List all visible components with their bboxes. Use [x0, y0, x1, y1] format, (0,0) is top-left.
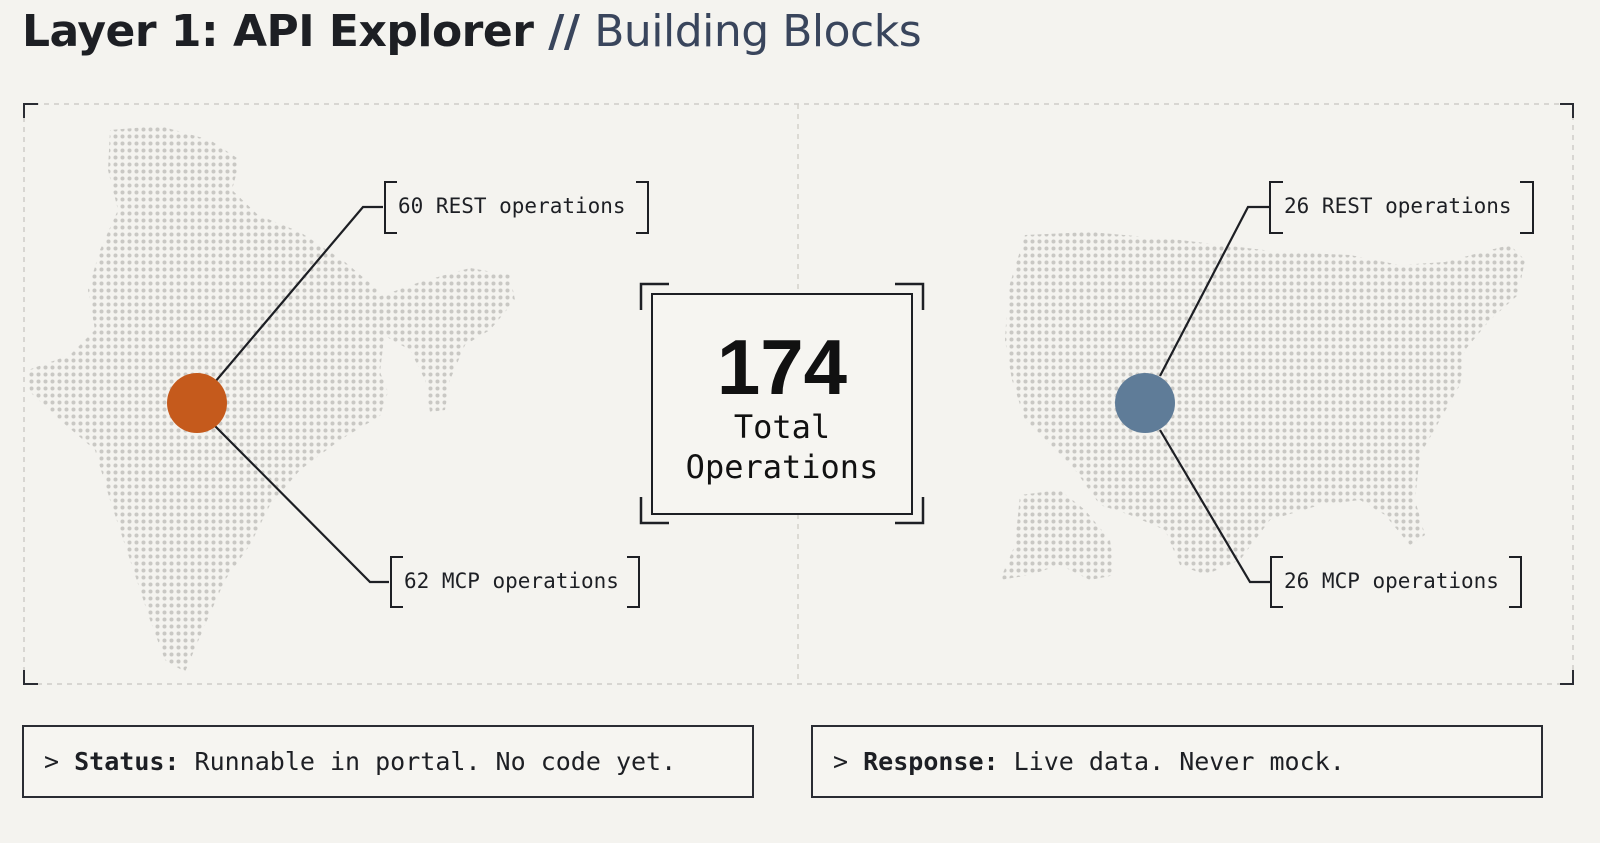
total-box-corners [639, 282, 925, 525]
total-operations-label-2: Operations [685, 448, 879, 486]
bracket-right-rest-close [1520, 181, 1534, 234]
title-main: Layer 1: API Explorer [22, 6, 534, 57]
bracket-right-rest-open [1269, 181, 1283, 234]
total-box [651, 293, 913, 515]
response-prompt: > [833, 747, 864, 776]
response-text: Live data. Never mock. [998, 747, 1345, 776]
bracket-left-rest-close [636, 181, 649, 234]
frame-corner-bl [23, 670, 38, 685]
india-node [167, 373, 227, 433]
label-right-mcp: 26 MCP operations [1284, 569, 1499, 593]
status-key: Status: [74, 747, 180, 776]
total-operations-label-1: Total [733, 408, 831, 446]
label-left-mcp: 62 MCP operations [404, 569, 619, 593]
status-box: > Status: Runnable in portal. No code ye… [22, 725, 754, 798]
usa-node [1115, 373, 1175, 433]
total-operations-value: 174 [716, 323, 848, 411]
bracket-left-mcp-open [390, 556, 403, 608]
label-right-rest: 26 REST operations [1284, 194, 1512, 218]
bracket-right-mcp-open [1270, 556, 1283, 608]
title-separator: // [548, 6, 580, 57]
right-connectors [1159, 205, 1270, 584]
response-key: Response: [863, 747, 999, 776]
page-title: Layer 1: API Explorer // Building Blocks [22, 6, 922, 57]
frame-corner-tl [23, 103, 38, 118]
frame-corner-br [1560, 670, 1574, 685]
bracket-left-mcp-close [627, 556, 640, 608]
label-left-rest: 60 REST operations [398, 194, 626, 218]
bracket-right-mcp-close [1509, 556, 1522, 608]
status-text: Runnable in portal. No code yet. [179, 747, 677, 776]
frame-corner-tr [1560, 103, 1574, 118]
usa-map-dots [1000, 232, 1525, 580]
bracket-left-rest-open [384, 181, 397, 234]
left-connectors [214, 205, 389, 584]
title-subtitle: Building Blocks [594, 6, 922, 57]
status-prompt: > [44, 747, 75, 776]
response-box: > Response: Live data. Never mock. [811, 725, 1543, 798]
